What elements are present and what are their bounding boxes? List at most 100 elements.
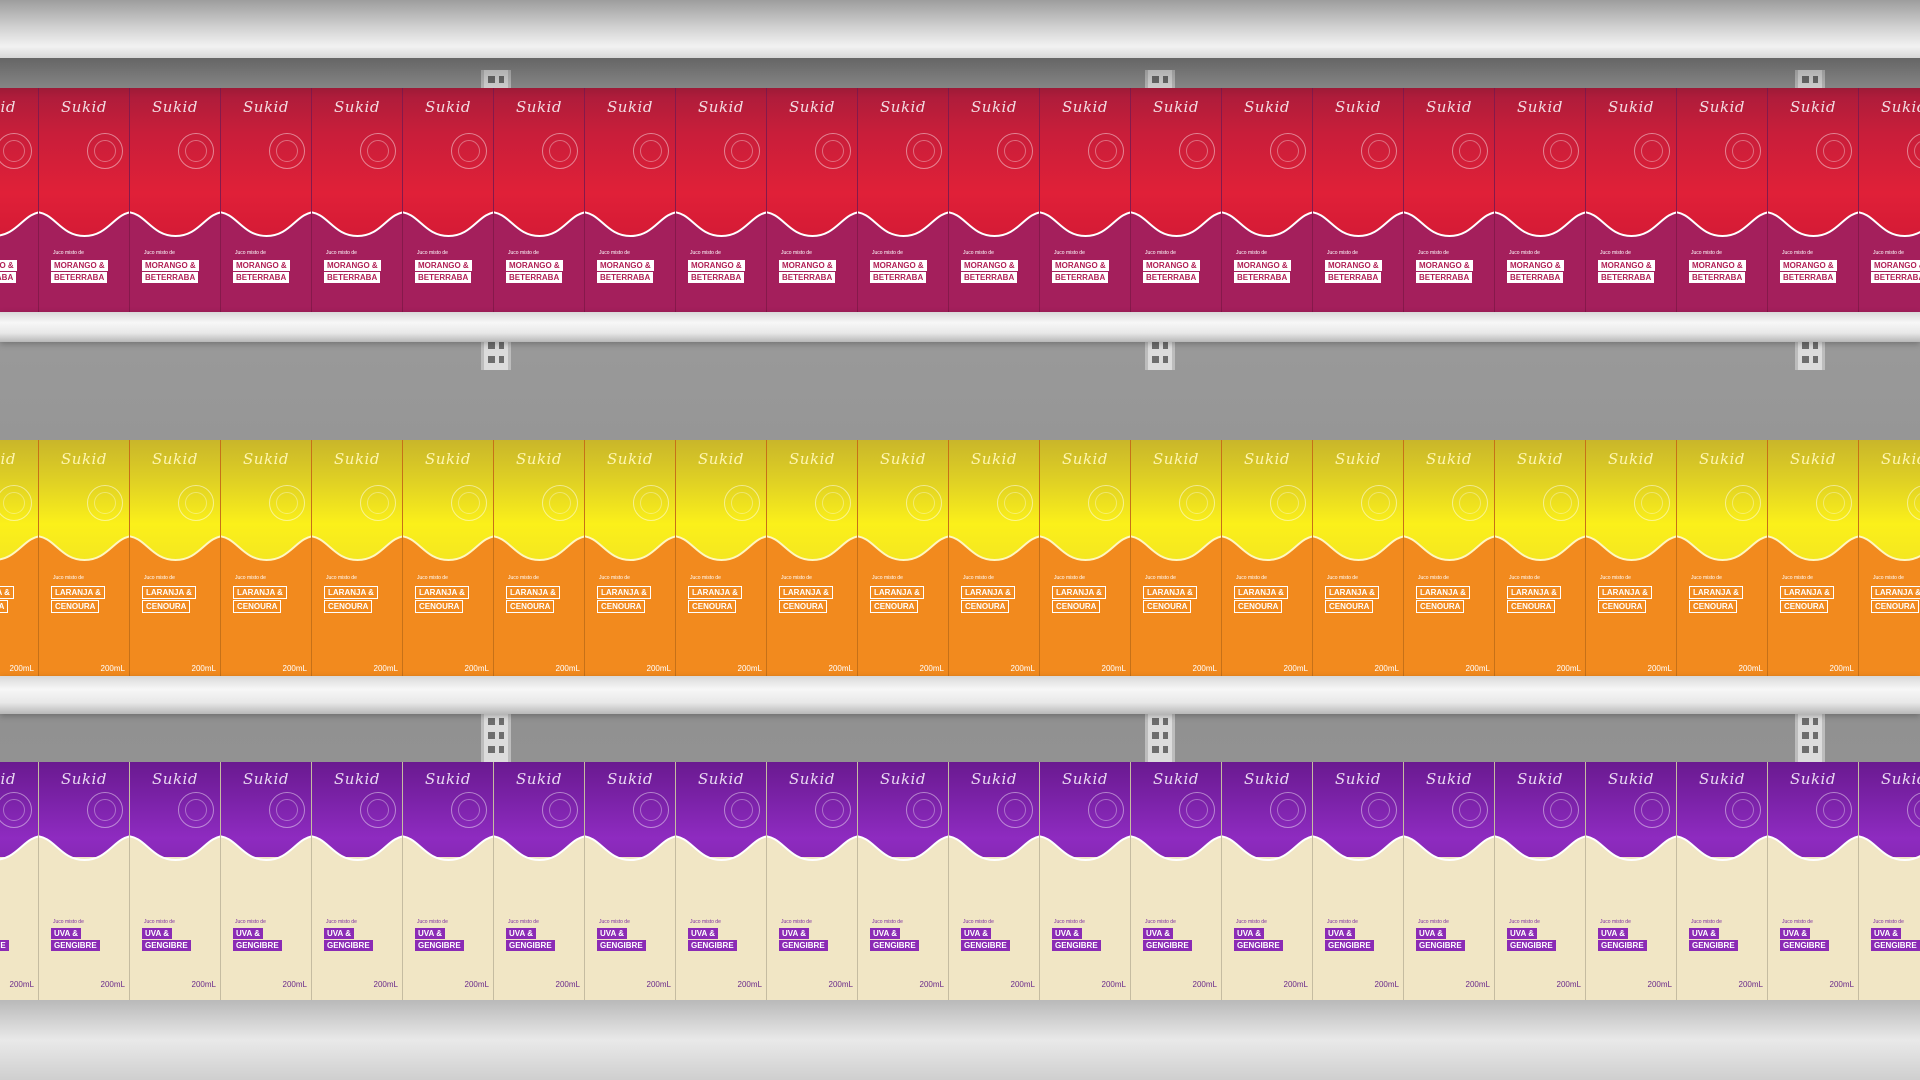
flavor-line-2: CENOURA — [506, 600, 555, 613]
volume-label: 200mL — [282, 980, 307, 989]
brand-logo: Sukid — [880, 770, 926, 788]
juice-carton-strawberry: Sukid Juco misto de MORANGO &BETERRABA — [1131, 88, 1222, 314]
fruit-emblem-icon — [1725, 133, 1761, 169]
flavor-line-1: LARANJA & — [51, 586, 105, 599]
wave-divider — [1404, 835, 1494, 864]
juice-carton-strawberry: Sukid Juco misto de MORANGO &BETERRABA — [1677, 88, 1768, 314]
volume-label: 200mL — [919, 980, 944, 989]
wave-divider — [494, 211, 584, 240]
wave-divider — [767, 835, 857, 864]
flavor-label: LARANJA &CENOURA — [1325, 586, 1379, 614]
brand-logo: Sukid — [334, 770, 380, 788]
juice-carton-orange: Sukid Juco misto de LARANJA &CENOURA 200mL — [1131, 440, 1222, 676]
product-subtitle: Juco misto de — [599, 575, 630, 581]
juice-carton-grape: Sukid Juco misto de UVA &GENGIBRE 200mL — [949, 762, 1040, 1000]
fruit-emblem-icon — [0, 485, 32, 521]
flavor-line-1: MORANGO & — [961, 260, 1018, 271]
product-subtitle: Juco misto de — [144, 575, 175, 581]
flavor-line-2: CENOURA — [597, 600, 646, 613]
flavor-line-2: GENGIBRE — [51, 940, 100, 951]
wave-divider — [858, 835, 948, 864]
wave-divider — [221, 835, 311, 864]
flavor-line-1: MORANGO & — [506, 260, 563, 271]
fruit-emblem-icon — [1270, 485, 1306, 521]
juice-carton-orange: Sukid Juco misto de LARANJA &CENOURA 200mL — [1495, 440, 1586, 676]
flavor-line-2: BETERRABA — [324, 272, 381, 283]
flavor-line-1: MORANGO & — [51, 260, 108, 271]
juice-carton-strawberry: Sukid Juco misto de MORANGO &BETERRABA — [1040, 88, 1131, 314]
flavor-line-2: CENOURA — [0, 600, 9, 613]
flavor-label: UVA &GENGIBRE — [1416, 928, 1465, 952]
volume-label: 200mL — [1101, 664, 1126, 673]
flavor-label: MORANGO &BETERRABA — [506, 260, 563, 284]
flavor-label: LARANJA &CENOURA — [961, 586, 1015, 614]
flavor-label: UVA &GENGIBRE — [324, 928, 373, 952]
brand-logo: Sukid — [698, 98, 744, 116]
juice-carton-grape: Sukid Juco misto de UVA &GENGIBRE 200mL — [130, 762, 221, 1000]
juice-carton-strawberry: Sukid Juco misto de MORANGO &BETERRABA — [403, 88, 494, 314]
juice-carton-strawberry: Sukid Juco misto de MORANGO &BETERRABA — [312, 88, 403, 314]
flavor-line-1: LARANJA & — [1507, 586, 1561, 599]
product-subtitle: Juco misto de — [326, 919, 357, 925]
flavor-line-2: CENOURA — [324, 600, 373, 613]
fruit-emblem-icon — [360, 133, 396, 169]
volume-label: 200mL — [464, 980, 489, 989]
fruit-emblem-icon — [1634, 133, 1670, 169]
juice-carton-orange: Sukid Juco misto de LARANJA &CENOURA 200mL — [767, 440, 858, 676]
flavor-line-1: UVA & — [779, 928, 809, 939]
flavor-line-2: BETERRABA — [1325, 272, 1382, 283]
fruit-emblem-icon — [1270, 133, 1306, 169]
flavor-label: MORANGO &BETERRABA — [1598, 260, 1655, 284]
brand-logo: Sukid — [1335, 770, 1381, 788]
wave-divider — [1677, 835, 1767, 864]
flavor-label: MORANGO &BETERRABA — [779, 260, 836, 284]
wave-divider — [1768, 211, 1858, 240]
juice-carton-grape: Sukid Juco misto de UVA &GENGIBRE 200mL — [312, 762, 403, 1000]
flavor-line-1: MORANGO & — [0, 260, 17, 271]
flavor-line-1: LARANJA & — [1143, 586, 1197, 599]
flavor-label: LARANJA &CENOURA — [1780, 586, 1834, 614]
flavor-line-1: LARANJA & — [233, 586, 287, 599]
volume-label: 200mL — [646, 980, 671, 989]
brand-logo: Sukid — [880, 98, 926, 116]
product-subtitle: Juco misto de — [417, 575, 448, 581]
juice-carton-strawberry: Sukid Juco misto de MORANGO &BETERRABA — [1222, 88, 1313, 314]
brand-logo: Sukid — [425, 98, 471, 116]
flavor-line-2: BETERRABA — [0, 272, 17, 283]
flavor-line-2: CENOURA — [1416, 600, 1465, 613]
product-subtitle: Juco misto de — [690, 575, 721, 581]
juice-carton-orange: Sukid Juco misto de LARANJA &CENOURA 200mL — [1404, 440, 1495, 676]
fruit-emblem-icon — [1725, 485, 1761, 521]
fruit-emblem-icon — [451, 792, 487, 828]
flavor-line-1: MORANGO & — [1689, 260, 1746, 271]
flavor-line-1: LARANJA & — [688, 586, 742, 599]
flavor-label: LARANJA &CENOURA — [142, 586, 196, 614]
juice-carton-grape: Sukid Juco misto de UVA &GENGIBRE 200mL — [676, 762, 767, 1000]
product-subtitle: Juco misto de — [1873, 919, 1904, 925]
flavor-label: MORANGO &BETERRABA — [1325, 260, 1382, 284]
flavor-label: MORANGO &BETERRABA — [415, 260, 472, 284]
fruit-emblem-icon — [724, 792, 760, 828]
flavor-label: UVA &GENGIBRE — [779, 928, 828, 952]
flavor-line-1: UVA & — [1143, 928, 1173, 939]
product-subtitle: Juco misto de — [508, 250, 539, 256]
fruit-emblem-icon — [1179, 485, 1215, 521]
fruit-emblem-icon — [360, 485, 396, 521]
flavor-line-2: BETERRABA — [1143, 272, 1200, 283]
flavor-line-2: CENOURA — [1143, 600, 1192, 613]
volume-label: 200mL — [1556, 664, 1581, 673]
brand-logo: Sukid — [243, 770, 289, 788]
product-subtitle: Juco misto de — [144, 919, 175, 925]
product-subtitle: Juco misto de — [690, 250, 721, 256]
flavor-line-2: CENOURA — [233, 600, 282, 613]
juice-carton-grape: Sukid Juco misto de UVA &GENGIBRE 200mL — [767, 762, 858, 1000]
flavor-line-2: BETERRABA — [1689, 272, 1746, 283]
juice-carton-strawberry: Sukid Juco misto de MORANGO &BETERRABA — [1404, 88, 1495, 314]
fruit-emblem-icon — [1452, 792, 1488, 828]
flavor-line-2: GENGIBRE — [324, 940, 373, 951]
brand-logo: Sukid — [0, 770, 16, 788]
wave-divider — [1859, 835, 1920, 864]
volume-label: 200mL — [919, 664, 944, 673]
brand-logo: Sukid — [789, 450, 835, 468]
